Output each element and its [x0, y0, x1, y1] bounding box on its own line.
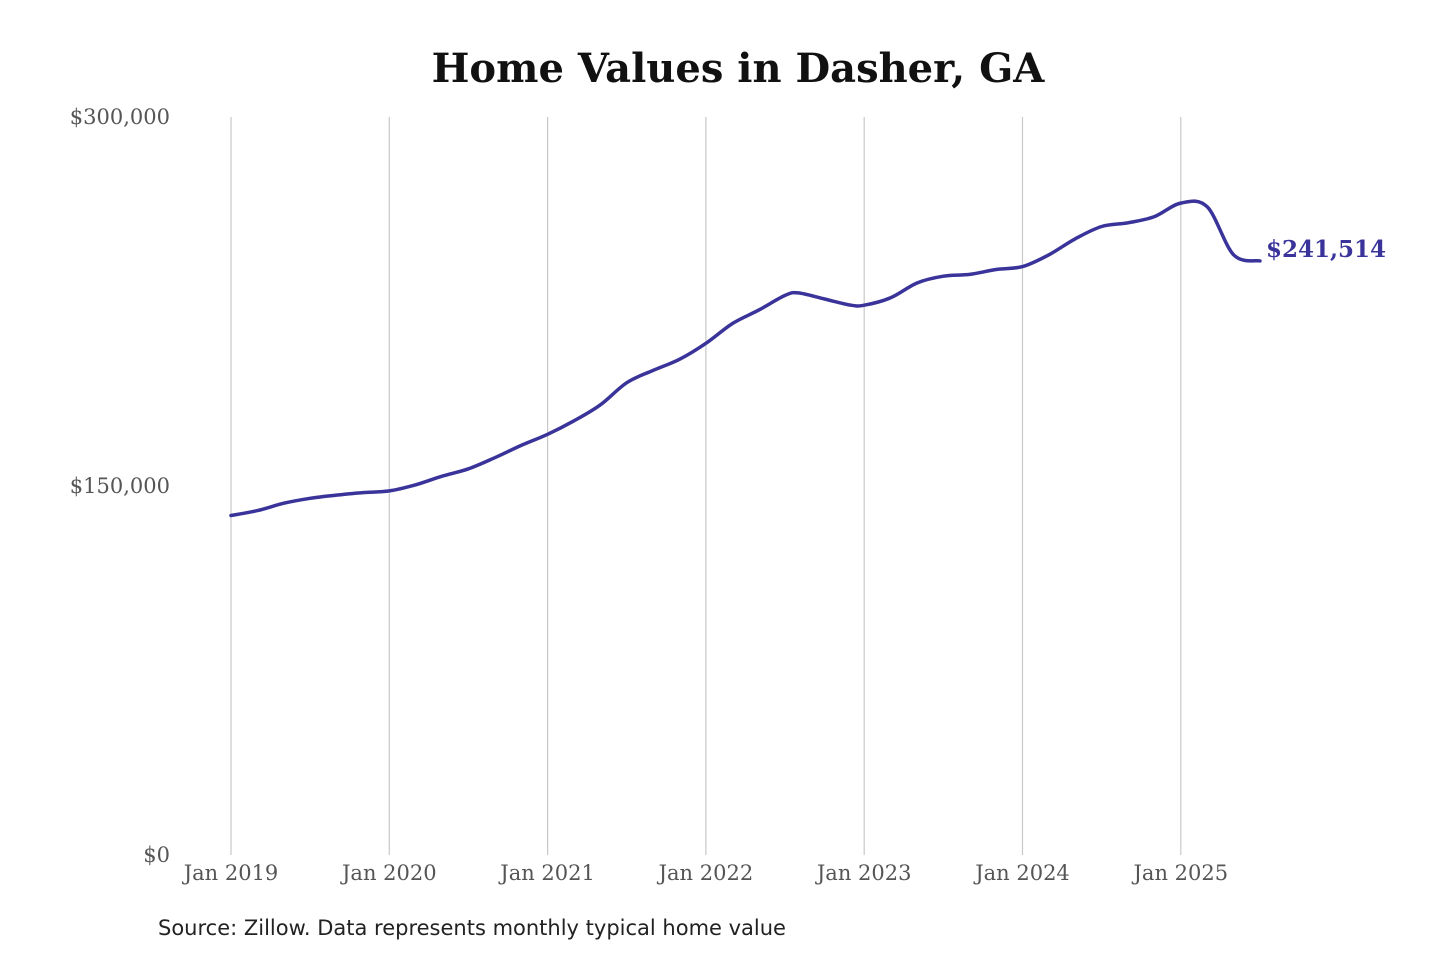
end-value-label: $241,514 — [1266, 236, 1386, 263]
x-tick-label: Jan 2020 — [340, 861, 437, 885]
x-axis: Jan 2019 Jan 2020 Jan 2021 Jan 2022 Jan 2023… — [182, 861, 1228, 885]
x-tick-label: Jan 2023 — [815, 861, 912, 885]
x-tick-label: Jan 2021 — [498, 861, 595, 885]
y-axis: $0 $150,000 $300,000 — [70, 105, 170, 867]
gridlines — [230, 117, 1182, 855]
y-tick-label: $150,000 — [70, 474, 170, 498]
x-tick-label: Jan 2025 — [1132, 861, 1229, 885]
series-line-home-value — [229, 199, 1262, 518]
y-tick-label: $0 — [143, 843, 170, 867]
series-layer — [229, 199, 1262, 518]
source-note: Source: Zillow. Data represents monthly … — [158, 916, 786, 940]
chart-title: Home Values in Dasher, GA — [432, 45, 1046, 92]
x-tick-label: Jan 2024 — [973, 861, 1070, 885]
x-tick-label: Jan 2022 — [657, 861, 754, 885]
y-tick-label: $300,000 — [70, 105, 170, 129]
x-tick-label: Jan 2019 — [182, 861, 279, 885]
